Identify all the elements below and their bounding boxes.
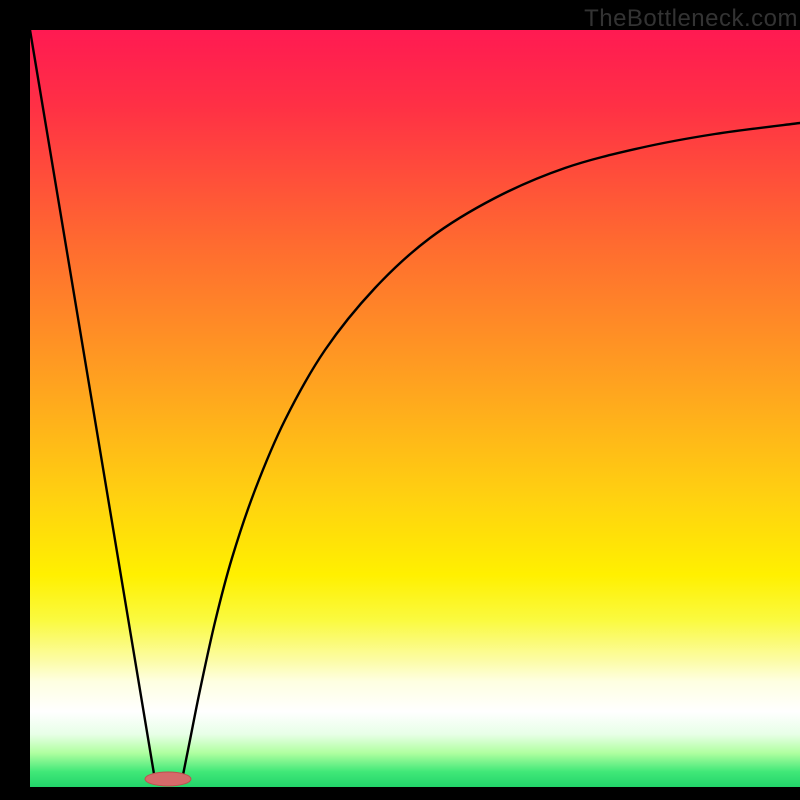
optimum-marker [145,772,191,786]
watermark-text: TheBottleneck.com [584,5,798,33]
chart-container [0,0,800,800]
bottleneck-chart [0,0,800,800]
chart-background [30,30,800,787]
